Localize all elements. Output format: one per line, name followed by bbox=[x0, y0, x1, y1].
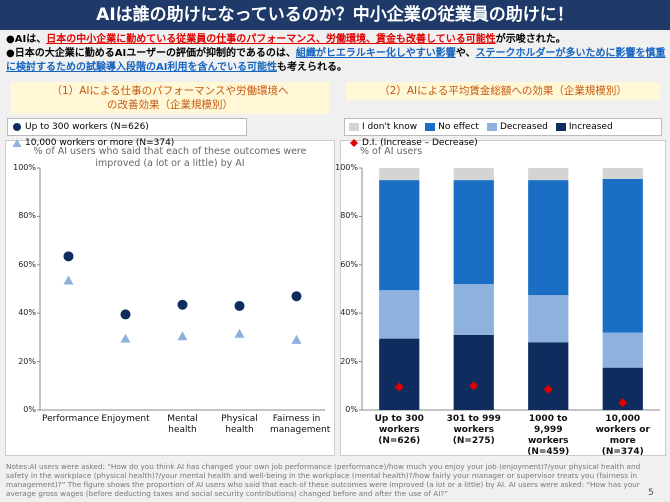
x-tick-label: 1000 to 9,999 workers (N=459) bbox=[527, 414, 570, 457]
legend-swatch bbox=[12, 139, 22, 147]
legend-swatch bbox=[555, 123, 566, 131]
point bbox=[291, 291, 302, 302]
point bbox=[618, 398, 628, 408]
panel-title: （1）AIによる仕事のパフォーマンスや労働環境への改善効果（企業規模別） bbox=[11, 82, 329, 114]
y-tick-label: 60% bbox=[18, 259, 36, 269]
legend-swatch bbox=[350, 139, 358, 147]
page-number: 5 bbox=[648, 488, 654, 498]
chart-panel bbox=[5, 140, 335, 456]
chart-subtitle: % of AI users who said that each of thes… bbox=[33, 146, 307, 169]
panel-title: （2）AIによる平均賃金総額への効果（企業規模別） bbox=[346, 82, 660, 100]
legend-swatch bbox=[425, 123, 436, 131]
x-tick-label: 10,000 workers or more (N=374) bbox=[595, 414, 650, 457]
legend-item: Increased bbox=[555, 122, 613, 132]
point bbox=[543, 384, 553, 394]
y-tick-label: 60% bbox=[340, 259, 358, 269]
chart-subtitle: % of AI users bbox=[360, 146, 423, 157]
bar-segment bbox=[528, 168, 569, 181]
legend-label: 10,000 workers or more (N=374) bbox=[25, 138, 175, 148]
y-tick-label: 100% bbox=[335, 163, 358, 172]
bullet-text: が示唆された。 bbox=[495, 34, 566, 45]
bar-segment bbox=[379, 290, 420, 339]
bar-segment bbox=[379, 168, 420, 181]
legend-item: I don't know bbox=[349, 122, 417, 132]
point bbox=[120, 309, 131, 320]
legend-swatch bbox=[13, 123, 21, 131]
legend-swatch bbox=[486, 123, 497, 131]
x-tick-label: Fairness in management bbox=[270, 414, 331, 435]
y-tick-label: 20% bbox=[18, 356, 36, 366]
legend-label: Increased bbox=[568, 122, 613, 132]
legend-label: No effect bbox=[438, 122, 479, 132]
x-tick-label: Enjoyment bbox=[101, 414, 150, 424]
bar-segment bbox=[453, 168, 494, 181]
bar-segment bbox=[453, 334, 494, 410]
bullet-text: 組織がヒエラルキー化しやすい影響 bbox=[295, 48, 456, 59]
x-tick-label: Physical health bbox=[221, 414, 258, 435]
legend-item: Up to 300 workers (N=626) bbox=[12, 122, 149, 132]
point bbox=[234, 328, 245, 338]
legend-item: D.I. (Increase – Decrease) bbox=[349, 138, 478, 148]
legend-swatch bbox=[349, 123, 359, 131]
bullet-text: ステークホルダーが多いために影響を慎重に検討するための試験導入段階のAI利用を含… bbox=[6, 48, 666, 73]
bullet-text: や、 bbox=[455, 48, 476, 59]
y-tick-label: 40% bbox=[18, 308, 36, 318]
bullet-marker: ● bbox=[6, 34, 15, 45]
bar-segment bbox=[453, 180, 494, 285]
y-tick-label: 80% bbox=[340, 211, 358, 221]
legend-item: No effect bbox=[425, 122, 479, 132]
bullet: ●AIは、日本の中小企業に勤めている従業員の仕事のパフォーマンス、労働環境、賃金… bbox=[6, 33, 666, 47]
y-tick-label: 0% bbox=[345, 405, 358, 414]
point bbox=[234, 300, 245, 311]
bar-segment bbox=[602, 178, 643, 333]
bullet-marker: ● bbox=[6, 48, 15, 59]
legend-label: Up to 300 workers (N=626) bbox=[25, 122, 149, 132]
bar-segment bbox=[602, 332, 643, 368]
point bbox=[63, 251, 74, 262]
bar-segment bbox=[528, 295, 569, 343]
bar-segment bbox=[379, 180, 420, 291]
bar-segment bbox=[453, 284, 494, 335]
x-tick-label: Performance bbox=[42, 414, 100, 424]
legend-label: I don't know bbox=[362, 122, 418, 132]
y-tick-label: 0% bbox=[23, 405, 36, 414]
point bbox=[120, 333, 131, 343]
point bbox=[177, 299, 188, 310]
point bbox=[63, 275, 74, 285]
legend-item: 10,000 workers or more (N=374) bbox=[12, 138, 174, 148]
bullet: ●日本の大企業に勤めるAIユーザーの評価が抑制的であるのは、組織がヒエラルキー化… bbox=[6, 47, 666, 75]
x-tick-label: 301 to 999 workers (N=275) bbox=[446, 414, 501, 446]
point bbox=[177, 331, 188, 341]
y-tick-label: 80% bbox=[18, 211, 36, 221]
bullet-text: AIは、 bbox=[14, 34, 47, 45]
legend-label: D.I. (Increase – Decrease) bbox=[362, 138, 478, 148]
bar-segment bbox=[528, 342, 569, 410]
legend-label: Decreased bbox=[499, 122, 548, 132]
point bbox=[291, 334, 302, 344]
y-tick-label: 40% bbox=[340, 308, 358, 318]
legend-item: Decreased bbox=[486, 122, 548, 132]
bar-segment bbox=[602, 168, 643, 179]
y-tick-label: 20% bbox=[340, 356, 358, 366]
x-tick-label: Up to 300 workers (N=626) bbox=[374, 414, 424, 446]
bullet-text: 日本の中小企業に勤めている従業員の仕事のパフォーマンス、労働環境、賃金も改善して… bbox=[46, 34, 496, 45]
bullet-text: も考えられる。 bbox=[276, 62, 347, 73]
point bbox=[469, 381, 479, 391]
x-tick-label: Mental health bbox=[167, 414, 198, 435]
legend: I don't know No effect Decreased Increased D… bbox=[344, 118, 662, 148]
legend: Up to 300 workers (N=626) 10,000 workers … bbox=[7, 118, 247, 148]
point bbox=[394, 382, 404, 392]
slide-title: AIは誰の助けになっているのか？中小企業の従業員の助けに！ bbox=[0, 0, 670, 30]
bar-segment bbox=[528, 180, 569, 296]
y-tick-label: 100% bbox=[13, 163, 36, 172]
bullet-text: 日本の大企業に勤めるAIユーザーの評価が抑制的であるのは、 bbox=[14, 48, 296, 59]
notes: Notes:AI users were asked: “How do you t… bbox=[6, 462, 641, 498]
bar-segment bbox=[379, 338, 420, 410]
